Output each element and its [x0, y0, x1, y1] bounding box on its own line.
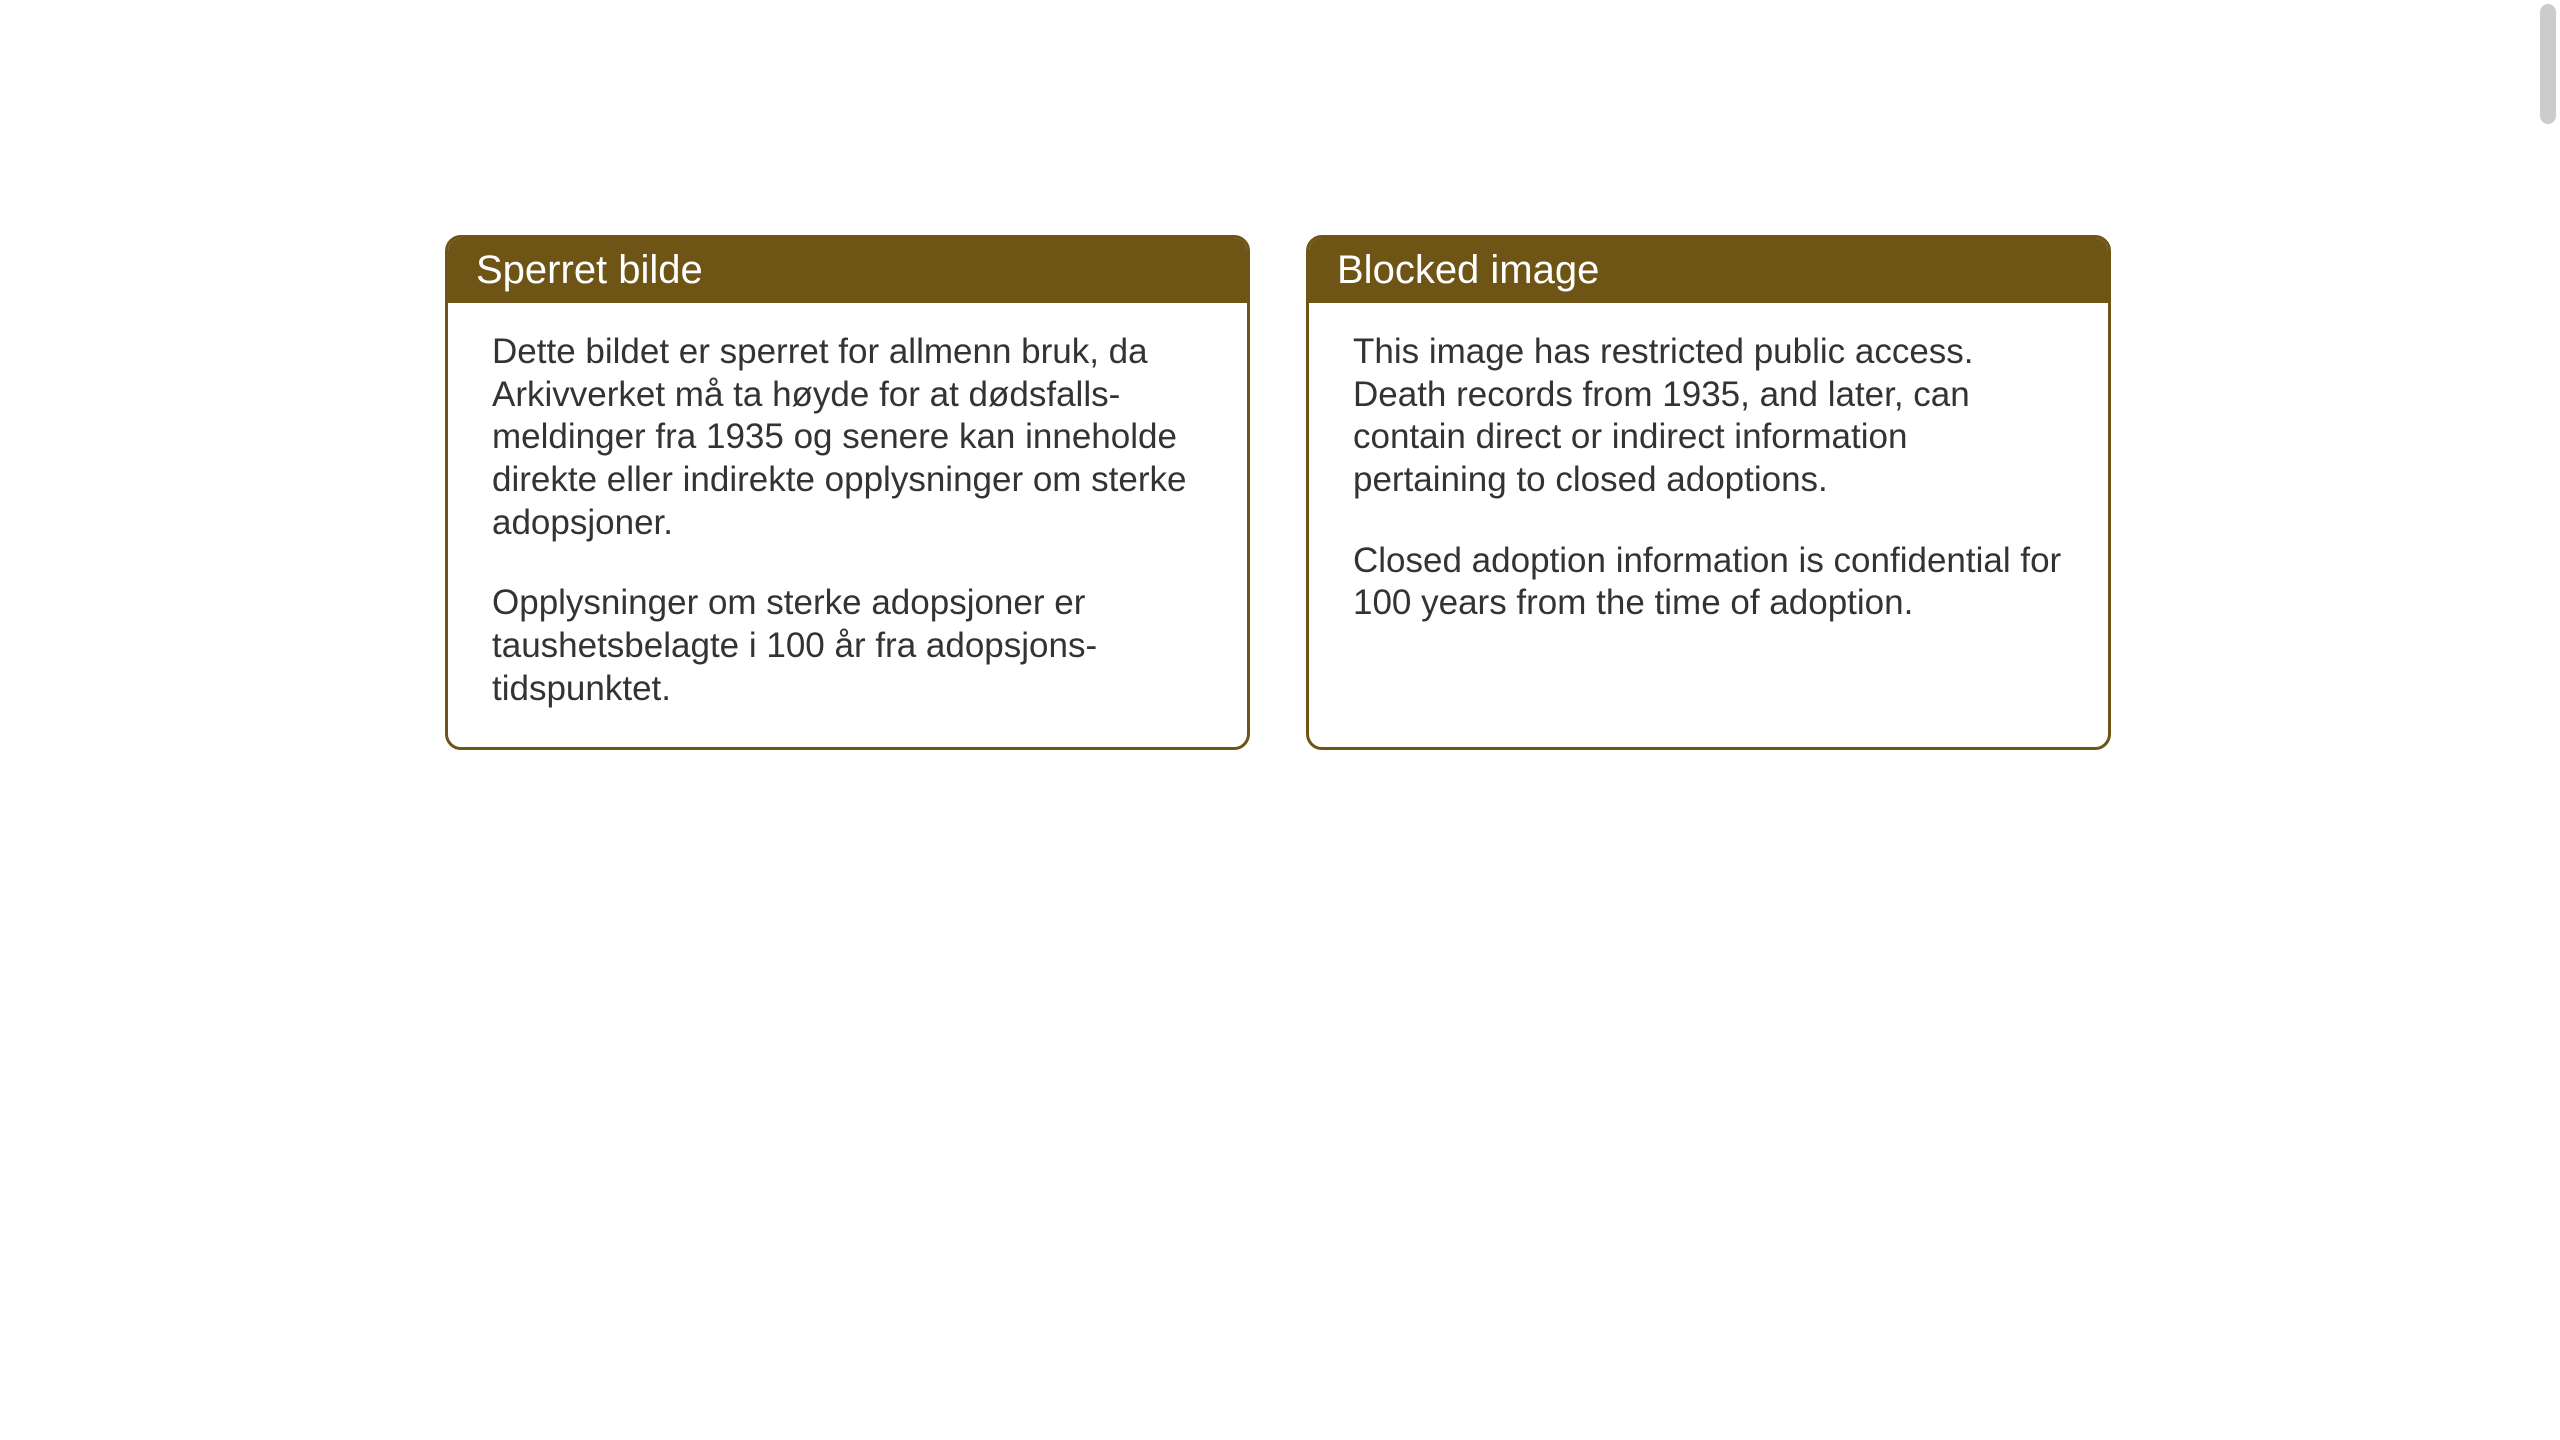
paragraph-en-2: Closed adoption information is confident…: [1353, 540, 2064, 625]
paragraph-no-1: Dette bildet er sperret for allmenn bruk…: [492, 331, 1203, 544]
card-body-english: This image has restricted public access.…: [1309, 303, 2108, 723]
cards-container: Sperret bilde Dette bildet er sperret fo…: [0, 0, 2560, 750]
card-english: Blocked image This image has restricted …: [1306, 235, 2111, 750]
card-norwegian: Sperret bilde Dette bildet er sperret fo…: [445, 235, 1250, 750]
card-title-english: Blocked image: [1337, 248, 1599, 292]
scrollbar-thumb[interactable]: [2540, 4, 2556, 124]
card-body-norwegian: Dette bildet er sperret for allmenn bruk…: [448, 303, 1247, 747]
card-header-english: Blocked image: [1309, 238, 2108, 303]
card-header-norwegian: Sperret bilde: [448, 238, 1247, 303]
card-title-norwegian: Sperret bilde: [476, 248, 703, 292]
paragraph-no-2: Opplysninger om sterke adopsjoner er tau…: [492, 582, 1203, 710]
paragraph-en-1: This image has restricted public access.…: [1353, 331, 2064, 502]
